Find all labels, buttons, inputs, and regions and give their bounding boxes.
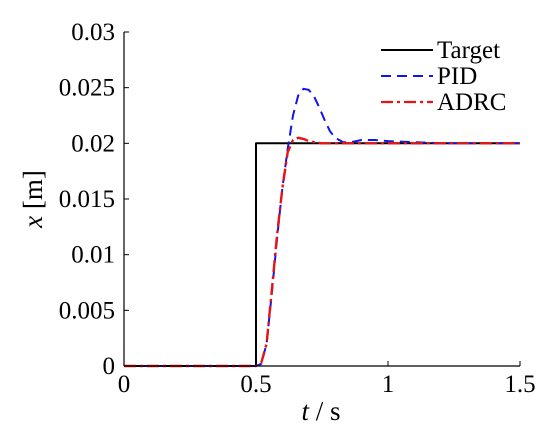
y-tick-label: 0.025 xyxy=(59,75,115,102)
plot-lines xyxy=(124,87,520,368)
y-axis-title: x [m] xyxy=(18,170,48,229)
y-tick-label: 0.015 xyxy=(59,186,115,213)
legend: Target PID ADRC xyxy=(381,37,506,116)
legend-label-target: Target xyxy=(437,37,500,64)
x-tick-label: 0.5 xyxy=(240,371,271,398)
legend-label-pid: PID xyxy=(437,63,477,90)
legend-label-adrc: ADRC xyxy=(437,89,506,116)
y-tick-label: 0.005 xyxy=(59,297,115,324)
series-line-pid xyxy=(124,87,520,367)
y-axis-variable: x xyxy=(18,216,48,229)
axes xyxy=(123,31,521,367)
x-axis-unit: / s xyxy=(309,396,341,426)
x-tick-label: 0 xyxy=(118,371,131,398)
y-tick-label: 0.03 xyxy=(71,19,115,46)
y-tick-label: 0.02 xyxy=(71,130,115,157)
y-tick-label: 0.01 xyxy=(71,242,115,269)
y-axis-unit: [m] xyxy=(18,170,48,216)
series-line-adrc xyxy=(124,136,520,368)
x-axis-variable: t xyxy=(301,396,310,426)
x-tick-label: 1 xyxy=(382,371,395,398)
x-tick-label: 1.5 xyxy=(504,371,535,398)
tick-labels: 0 0.5 1 1.5 0 0.005 0.01 0.015 0.02 0.025 0.03 xyxy=(59,19,536,398)
series-line-target xyxy=(124,142,520,367)
x-axis-title: t / s xyxy=(301,396,340,426)
y-tick-label: 0 xyxy=(103,353,116,380)
